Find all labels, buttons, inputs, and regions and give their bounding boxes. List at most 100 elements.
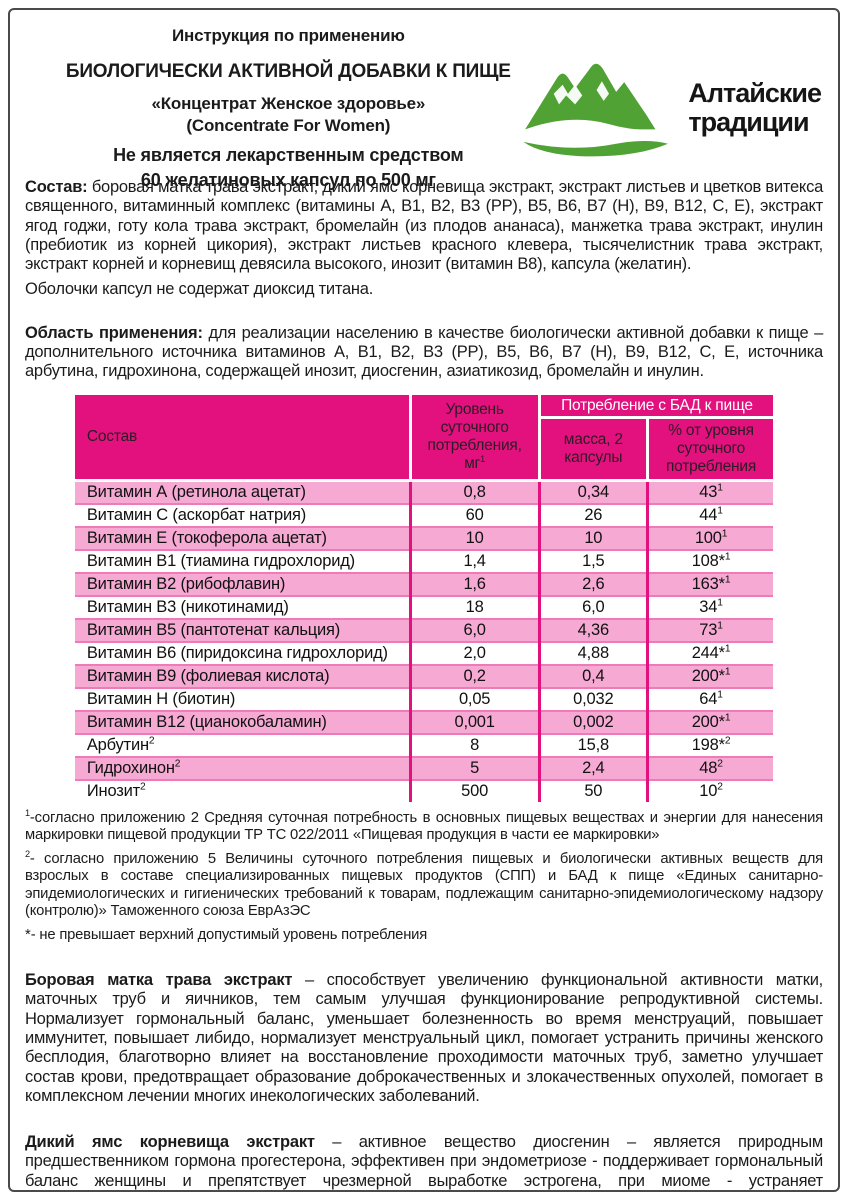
daily-level-value: 5 (408, 755, 540, 780)
ingredient-name: Витамин В3 (никотинамид) (74, 594, 411, 619)
ingredient-name: Гидрохинон2 (74, 755, 411, 780)
daily-level-value: 1,6 (408, 571, 540, 596)
table-row: Витамин В2 (рибофлавин) 1,6 2,6 163*1 (74, 571, 774, 596)
ingredient-name: Витамин Е (токоферола ацетат) (74, 525, 411, 550)
daily-level-value: 0,001 (408, 709, 540, 734)
instruction-leaflet: Инструкция по применению БИОЛОГИЧЕСКИ АК… (8, 8, 840, 1192)
ingredient-name: Витамин А (ретинола ацетат) (74, 478, 411, 504)
application-label: Область применения: (25, 323, 203, 342)
footnote: *- не превышает верхний допустимый урове… (25, 926, 428, 943)
percent-value: 200*1 (645, 663, 774, 688)
nutrition-table-body: Витамин А (ретинола ацетат) 0,8 0,34 431 Вит… (74, 478, 774, 802)
footnotes: 1-согласно приложению 2 Средняя суточная… (25, 808, 823, 944)
table-row: Витамин Н (биотин) 0,05 0,032 641 (74, 686, 774, 711)
ingredient-description: Дикий ямс корневища экстракт – активное … (25, 1133, 823, 1190)
doc-title: Инструкция по применению (172, 26, 405, 45)
brand-name-line1: Алтайские (688, 77, 822, 108)
daily-level-value: 500 (408, 778, 540, 802)
mass-value: 26 (537, 502, 648, 527)
percent-value: 200*1 (645, 709, 774, 734)
mass-value: 2,6 (537, 571, 648, 596)
mass-value: 2,4 (537, 755, 648, 780)
ingredient-name: Витамин В2 (рибофлавин) (74, 571, 411, 596)
table-row: Витамин В1 (тиамина гидрохлорид) 1,4 1,5 10… (74, 548, 774, 573)
mass-value: 0,4 (537, 663, 648, 688)
mass-value: 0,34 (537, 478, 648, 504)
footnote: 2- согласно приложению 5 Величины суточн… (25, 848, 823, 920)
descriptions: Боровая матка трава экстракт – способств… (25, 971, 823, 1190)
daily-level-value: 6,0 (408, 617, 540, 642)
percent-value: 163*1 (645, 571, 774, 596)
percent-value: 441 (645, 502, 774, 527)
not-medicine-note: Не является лекарственным средством (113, 145, 464, 165)
table-row: Витамин В12 (цианокобаламин) 0,001 0,002 20… (74, 709, 774, 734)
composition-paragraph: Состав: боровая матка трава экстракт, ди… (25, 178, 823, 274)
col-header-bad-intake: Потребление с БАД к пище (537, 394, 774, 420)
daily-level-value: 2,0 (408, 640, 540, 665)
percent-value: 102 (645, 778, 774, 802)
application-paragraph: Область применения: для реализации насел… (25, 324, 823, 382)
col-header-percent: % от уровня суточного потребления (645, 416, 774, 482)
percent-value: 198*2 (645, 732, 774, 757)
mass-value: 4,36 (537, 617, 648, 642)
daily-level-value: 10 (408, 525, 540, 550)
header: Инструкция по применению БИОЛОГИЧЕСКИ АК… (25, 20, 823, 190)
mass-value: 6,0 (537, 594, 648, 619)
mass-value: 10 (537, 525, 648, 550)
percent-value: 482 (645, 755, 774, 780)
daily-level-value: 8 (408, 732, 540, 757)
ingredient-name: Витамин В1 (тиамина гидрохлорид) (74, 548, 411, 573)
product-name-en: (Concentrate For Women) (186, 116, 391, 135)
footnote: 1-согласно приложению 2 Средняя суточная… (25, 808, 823, 844)
application-text: для реализации населению в качестве биол… (25, 323, 824, 381)
daily-level-value: 60 (408, 502, 540, 527)
table-row: Витамин В9 (фолиевая кислота) 0,2 0,4 200*1 (74, 663, 774, 688)
ingredient-description: Боровая матка трава экстракт – способств… (25, 971, 823, 1105)
daily-level-value: 0,8 (408, 478, 540, 504)
daily-level-value: 0,2 (408, 663, 540, 688)
daily-level-value: 18 (408, 594, 540, 619)
table-row: Витамин Е (токоферола ацетат) 10 10 1001 (74, 525, 774, 550)
table-row: Витамин В5 (пантотенат кальция) 6,0 4,36 73… (74, 617, 774, 642)
percent-value: 1001 (645, 525, 774, 550)
mass-value: 1,5 (537, 548, 648, 573)
ingredient-name: Витамин В12 (цианокобаламин) (74, 709, 411, 734)
col-header-composition: Состав (74, 394, 412, 482)
percent-value: 108*1 (645, 548, 774, 573)
percent-value: 244*1 (645, 640, 774, 665)
ingredient-name: Инозит2 (74, 778, 411, 802)
mass-value: 0,002 (537, 709, 648, 734)
ingredient-name: Арбутин2 (74, 732, 411, 757)
percent-value: 641 (645, 686, 774, 711)
nutrition-table: Состав Уровень суточного потребления, мг… (74, 394, 774, 802)
percent-value: 431 (645, 478, 774, 504)
product-name-ru: «Концентрат Женское здоровье» (151, 94, 426, 113)
daily-level-value: 1,4 (408, 548, 540, 573)
mass-value: 15,8 (537, 732, 648, 757)
ingredient-name: Витамин В6 (пиридоксина гидрохлорид) (74, 640, 411, 665)
nutrition-table-head: Состав Уровень суточного потребления, мг… (74, 394, 774, 482)
col-header-mass: масса, 2 капсулы (537, 416, 649, 482)
header-text: Инструкция по применению БИОЛОГИЧЕСКИ АК… (25, 20, 552, 191)
mass-value: 4,88 (537, 640, 648, 665)
brand-name-line2: традиции (688, 107, 809, 137)
capsule-count: 60 желатиновых капсул по 500 мг (140, 170, 436, 190)
brand-name: Алтайские традиции (688, 77, 822, 137)
mass-value: 50 (537, 778, 648, 802)
ingredient-name: Витамин В9 (фолиевая кислота) (74, 663, 411, 688)
mass-value: 0,032 (537, 686, 648, 711)
table-row: Арбутин2 8 15,8 198*2 (74, 732, 774, 757)
ingredient-name: Витамин В5 (пантотенат кальция) (74, 617, 411, 642)
doc-subtitle: БИОЛОГИЧЕСКИ АКТИВНОЙ ДОБАВКИ К ПИЩЕ (65, 61, 511, 82)
table-row: Инозит2 500 50 102 (74, 778, 774, 802)
percent-value: 731 (645, 617, 774, 642)
brand-logo: Алтайские традиции (516, 58, 822, 158)
daily-level-value: 0,05 (408, 686, 540, 711)
table-row: Гидрохинон2 5 2,4 482 (74, 755, 774, 780)
table-row: Витамин А (ретинола ацетат) 0,8 0,34 431 (74, 478, 774, 504)
col-header-daily-level: Уровень суточного потребления, мг1 (408, 394, 541, 482)
capsule-shell-note: Оболочки капсул не содержат диоксид тита… (25, 280, 374, 299)
composition-label: Состав: (25, 178, 88, 196)
mountain-icon (523, 63, 669, 157)
table-row: Витамин С (аскорбат натрия) 60 26 441 (74, 502, 774, 527)
